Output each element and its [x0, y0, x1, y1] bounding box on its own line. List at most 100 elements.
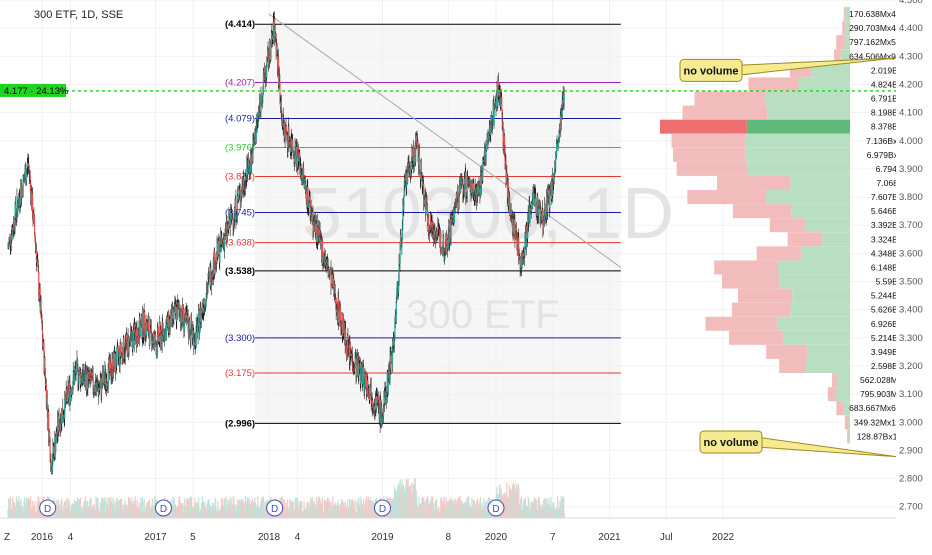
volume-bar — [30, 496, 32, 518]
candle-body — [89, 371, 91, 380]
candle-body — [382, 416, 384, 418]
volume-profile-down — [728, 330, 783, 345]
volume-bar — [286, 499, 289, 518]
price-tick-label: 3.400 — [899, 305, 923, 316]
volume-profile-up — [810, 63, 850, 78]
volume-bar — [38, 496, 40, 518]
candle-body — [443, 236, 445, 256]
candle-body — [18, 197, 20, 199]
candle-body — [489, 125, 491, 127]
volume-bar — [198, 505, 200, 518]
candle-body — [319, 230, 321, 240]
candle-body — [460, 178, 462, 193]
volume-bar — [456, 499, 458, 518]
volume-profile-down — [687, 190, 767, 205]
candle-body — [233, 219, 235, 224]
candle-body — [16, 196, 18, 216]
fib-level-label: (4.207) — [225, 77, 255, 88]
candle-body — [292, 149, 294, 153]
candle-body — [274, 18, 276, 25]
candle-body — [521, 251, 524, 258]
candle-body — [505, 160, 507, 183]
candle-body — [161, 321, 163, 344]
candle-body — [33, 216, 36, 233]
candle-body — [159, 324, 161, 330]
candle-body — [417, 141, 419, 158]
price-axis[interactable] — [896, 0, 932, 518]
volume-bar — [235, 504, 237, 518]
candle-body — [286, 134, 288, 136]
candle-body — [10, 235, 12, 245]
candle-body — [41, 317, 43, 330]
candle-body — [453, 209, 456, 224]
candle-body — [96, 381, 99, 383]
dividend-marker[interactable] — [266, 499, 284, 517]
time-axis-labels: 2016 4 2017 5 2018 4 2019 8 2020 7 2021 Jul 2022 — [31, 532, 735, 543]
candle-body — [95, 387, 98, 389]
volume-bar — [546, 499, 548, 518]
candle-body — [289, 141, 291, 153]
volume-bar — [140, 498, 142, 518]
dividend-marker-letter: D — [160, 504, 167, 515]
candle-body — [381, 420, 383, 425]
volume-bar — [73, 504, 75, 518]
candle-body — [362, 367, 364, 384]
candle-body — [335, 298, 337, 313]
candle-body — [268, 50, 270, 66]
candle-body — [8, 237, 11, 242]
price-tick-label: 4.300 — [899, 51, 923, 62]
candle-body — [207, 276, 209, 288]
candle-body — [203, 307, 205, 313]
volume-bar — [520, 498, 522, 518]
candle-body — [298, 157, 300, 162]
candle-body — [210, 267, 212, 286]
callout-box[interactable] — [699, 430, 763, 454]
candle-body — [36, 259, 38, 263]
candle-body — [149, 324, 151, 346]
candle-body — [269, 40, 271, 55]
candle-body — [510, 205, 512, 220]
volume-bar — [248, 504, 250, 518]
volume-bar — [463, 502, 465, 518]
candle-body — [96, 381, 98, 388]
volume-bar — [142, 501, 144, 518]
candle-body — [88, 371, 90, 380]
candle-body — [401, 220, 404, 241]
candle-body — [22, 175, 24, 196]
candle-body — [403, 195, 405, 210]
candle-body — [384, 391, 386, 404]
axis-toggle-label[interactable]: Z — [4, 532, 10, 543]
dividend-marker[interactable] — [487, 499, 505, 517]
candle-body — [485, 158, 487, 165]
callout-box[interactable] — [679, 58, 743, 82]
candle-body — [79, 368, 81, 371]
candle-body — [266, 64, 268, 78]
dividend-marker[interactable] — [39, 499, 57, 517]
candle-body — [461, 181, 464, 184]
candle-body — [236, 195, 239, 215]
price-tick-label: 3.100 — [899, 389, 923, 400]
dividend-marker[interactable] — [374, 499, 391, 517]
volume-bar — [182, 505, 184, 518]
volume-bar — [469, 503, 471, 518]
candle-body — [143, 335, 145, 337]
volume-profile-label: 797.162Mx536.912M — [849, 37, 929, 47]
volume-bar — [477, 505, 479, 518]
callout-text: no volume — [683, 65, 738, 77]
time-axis[interactable] — [0, 518, 932, 550]
volume-bar — [479, 496, 482, 518]
volume-bar — [111, 496, 113, 518]
volume-profile-down — [682, 105, 768, 120]
candle-body — [88, 376, 90, 380]
candle-body — [233, 223, 235, 228]
candle-body — [142, 313, 144, 337]
candle-body — [418, 153, 421, 172]
candle-body — [364, 373, 366, 390]
trend-line[interactable] — [268, 13, 622, 268]
volume-bar — [471, 497, 473, 518]
dividend-marker[interactable] — [154, 499, 172, 517]
volume-profile-down — [673, 147, 746, 162]
price-tick-label: 3.200 — [899, 361, 923, 372]
volume-bar — [233, 504, 236, 518]
